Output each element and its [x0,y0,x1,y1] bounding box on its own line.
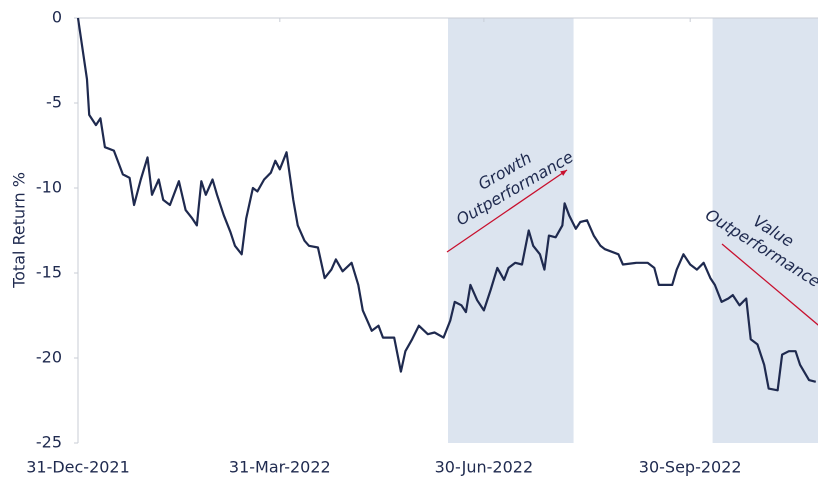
x-tick-label: 31-Mar-2022 [229,458,331,477]
annotation-arrow [446,169,568,253]
y-tick-label: -10 [36,178,62,197]
y-tick-label: -15 [36,263,62,282]
shaded-region [448,18,574,443]
y-tick-label: -20 [36,348,62,367]
series-line [76,17,817,392]
y-tick-label: -5 [46,93,62,112]
annotation-arrow [721,243,818,326]
y-tick-label: 0 [52,8,62,27]
x-tick-label: 30-Jun-2022 [435,458,534,477]
arrow-head [560,170,567,176]
x-tick-label: 30-Sep-2022 [639,458,742,477]
x-tick-label: 31-Dec-2021 [26,458,130,477]
y-tick-label: -25 [36,433,62,452]
y-axis-label: Total Return % [10,172,29,289]
